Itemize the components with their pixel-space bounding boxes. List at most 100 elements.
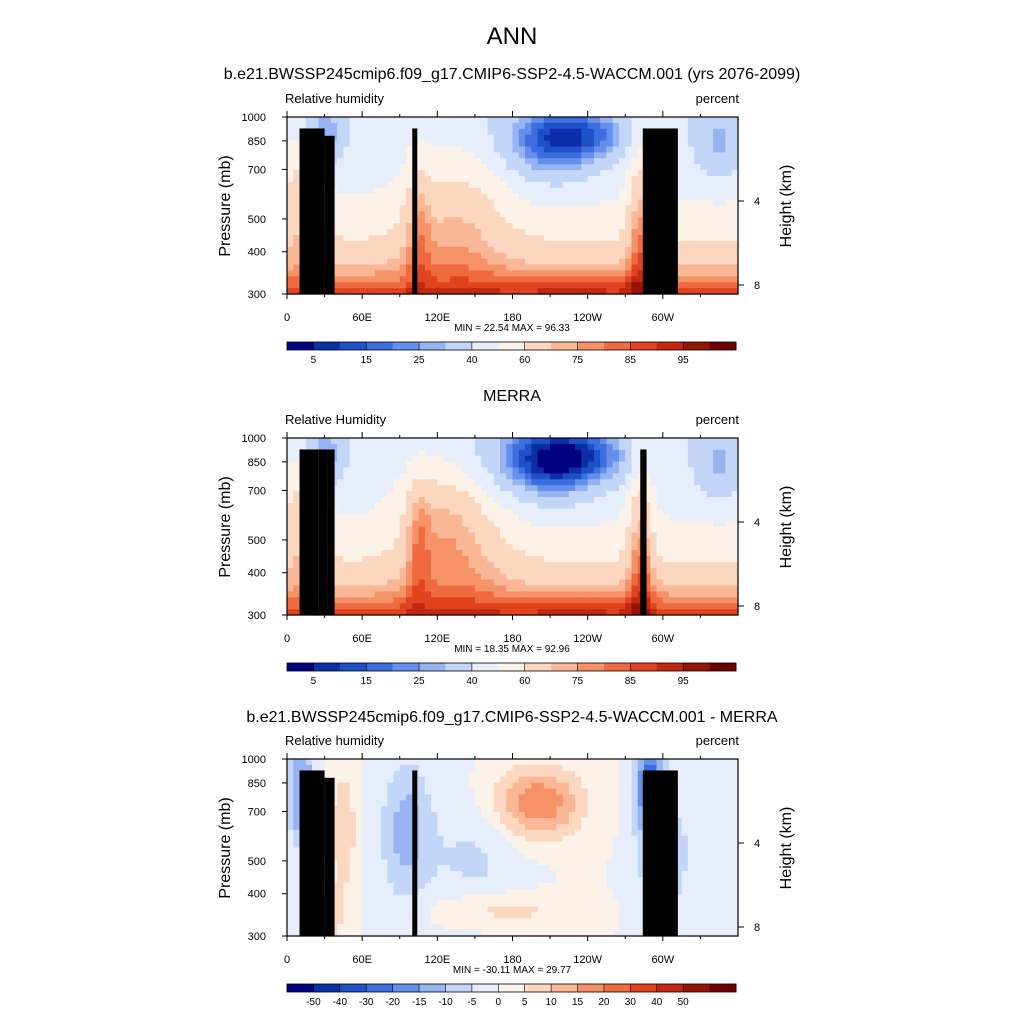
field-cell	[656, 573, 664, 581]
field-cell	[374, 841, 382, 849]
field-cell	[487, 199, 495, 207]
field-cell	[537, 193, 545, 201]
field-cell	[487, 223, 495, 230]
field-cell	[456, 264, 463, 271]
field-cell	[543, 455, 551, 463]
field-cell	[499, 276, 507, 283]
field-cell	[581, 288, 589, 295]
field-cell	[393, 258, 401, 266]
field-cell	[562, 205, 570, 212]
field-cell	[349, 859, 357, 866]
field-cell	[456, 473, 463, 480]
field-cell	[725, 544, 733, 551]
field-cell	[355, 538, 363, 545]
field-cell	[287, 211, 294, 218]
field-cell	[712, 235, 720, 242]
field-cell	[506, 264, 514, 271]
field-cell	[681, 497, 689, 504]
field-cell	[581, 544, 589, 551]
field-cell	[650, 117, 658, 124]
field-cell	[681, 561, 689, 569]
field-cell	[587, 461, 595, 469]
field-cell	[512, 514, 520, 522]
field-cell	[537, 122, 545, 130]
field-cell	[493, 502, 501, 510]
field-cell	[374, 485, 382, 492]
field-cell	[374, 603, 382, 610]
field-cell	[625, 181, 633, 189]
field-cell	[387, 187, 395, 195]
field-cell	[424, 532, 432, 539]
field-cell	[343, 199, 351, 207]
colorbar-label: 25	[413, 355, 425, 366]
field-cell	[556, 561, 564, 569]
field-cell	[581, 176, 589, 183]
field-cell	[731, 276, 739, 283]
field-cell	[393, 128, 401, 136]
field-cell	[525, 181, 532, 189]
field-cell	[431, 597, 438, 604]
field-cell	[456, 544, 463, 551]
field-cell	[368, 829, 376, 837]
field-cell	[512, 556, 520, 563]
field-cell	[312, 117, 319, 124]
field-cell	[543, 270, 551, 277]
field-cell	[725, 158, 733, 165]
field-cell	[543, 550, 551, 557]
field-cell	[525, 217, 532, 224]
field-cell	[343, 140, 351, 148]
field-cell	[418, 164, 426, 171]
field-cell	[355, 438, 363, 445]
field-cell	[481, 455, 489, 463]
field-cell	[700, 205, 708, 212]
field-cell	[481, 176, 489, 183]
field-cell	[706, 550, 714, 557]
field-cell	[550, 223, 557, 230]
field-cell	[437, 579, 445, 587]
field-cell	[424, 193, 432, 201]
field-cell	[474, 164, 482, 171]
field-cell	[625, 252, 633, 260]
field-cell	[406, 491, 413, 498]
field-cell	[474, 170, 482, 177]
field-cell	[487, 461, 495, 469]
field-cell	[368, 288, 376, 295]
field-cell	[656, 538, 664, 545]
field-cell	[593, 449, 601, 457]
colorbar-label: 60	[519, 676, 531, 687]
field-cell	[550, 491, 557, 498]
field-cell	[380, 924, 388, 931]
field-cell	[600, 526, 608, 533]
field-cell	[418, 567, 426, 575]
field-cell	[568, 252, 576, 260]
field-cell	[687, 288, 695, 295]
field-cell	[631, 140, 639, 148]
field-cell	[393, 288, 401, 295]
field-cell	[587, 288, 595, 295]
field-cell	[418, 591, 426, 598]
field-cell	[368, 117, 376, 124]
field-cell	[606, 288, 614, 295]
field-cell	[468, 573, 476, 581]
field-cell	[731, 128, 739, 136]
field-cell	[424, 252, 432, 260]
field-cell	[487, 538, 495, 545]
field-cell	[380, 235, 388, 242]
field-cell	[449, 556, 457, 563]
field-cell	[531, 556, 539, 563]
field-cell	[518, 438, 526, 445]
field-cell	[399, 282, 407, 289]
field-cell	[355, 770, 363, 778]
field-cell	[474, 134, 482, 142]
field-cell	[700, 240, 708, 248]
field-cell	[368, 859, 376, 866]
field-cell	[575, 455, 582, 463]
field-cell	[362, 532, 370, 539]
field-cell	[725, 205, 733, 212]
field-cell	[380, 211, 388, 218]
field-cell	[712, 567, 720, 575]
field-cell	[337, 918, 344, 925]
field-cell	[374, 514, 382, 522]
field-cell	[368, 609, 376, 616]
field-cell	[681, 258, 689, 266]
